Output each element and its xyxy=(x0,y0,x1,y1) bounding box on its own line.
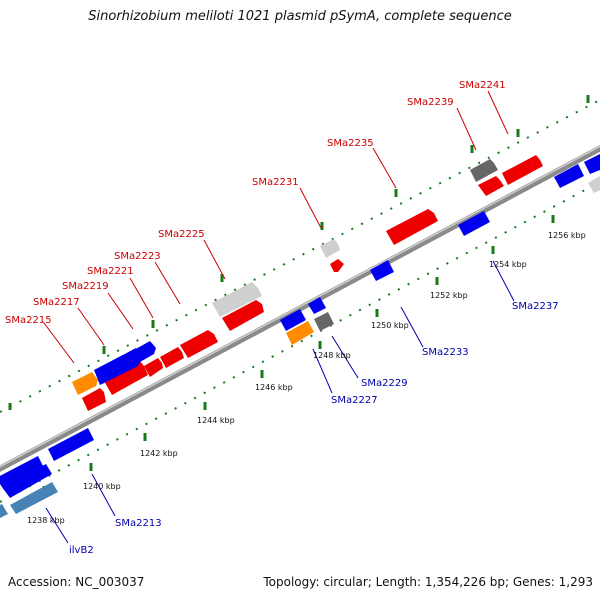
sequence-summary: Topology: circular; Length: 1,354,226 bp… xyxy=(263,575,593,589)
gene-label: SMa2219 xyxy=(62,281,109,292)
gene-arrow xyxy=(470,159,498,182)
upper-major-ticks xyxy=(8,95,590,410)
gene-arrow xyxy=(10,482,58,514)
kbp-label: 1244 kbp xyxy=(197,416,235,425)
forward-genes xyxy=(72,155,600,411)
reverse-gene-labels: ilvB2 SMa2213 SMa2227 SMa2229 SMa2233 SM… xyxy=(69,301,559,556)
kbp-labels: 1238 kbp 1240 kbp 1242 kbp 1244 kbp 1246… xyxy=(27,231,586,525)
sequence-backbone xyxy=(0,144,600,473)
gene-arrow xyxy=(0,504,8,518)
gene-label: SMa2229 xyxy=(361,378,408,389)
kbp-label: 1248 kbp xyxy=(313,351,351,360)
gene-arrow xyxy=(386,209,438,245)
gene-arrow xyxy=(94,348,144,385)
gene-arrow xyxy=(280,309,306,331)
gene-arrow xyxy=(212,282,262,317)
map-title: Sinorhizobium meliloti 1021 plasmid pSym… xyxy=(88,9,512,24)
gene-arrow xyxy=(308,297,326,314)
gene-label: SMa2233 xyxy=(422,347,469,358)
gene-label: SMa2227 xyxy=(331,395,378,406)
kbp-label: 1240 kbp xyxy=(83,482,121,491)
gene-label: SMa2225 xyxy=(158,229,205,240)
gene-label: SMa2215 xyxy=(5,315,52,326)
gene-label: SMa2217 xyxy=(33,297,80,308)
gene-arrow xyxy=(2,464,52,498)
gene-label: SMa2221 xyxy=(87,266,134,277)
gene-arrow xyxy=(104,361,148,395)
gene-label: SMa2241 xyxy=(459,80,506,91)
gene-arrow xyxy=(72,372,98,395)
gene-arrow xyxy=(458,211,490,236)
kbp-label: 1250 kbp xyxy=(371,321,409,330)
gene-label: SMa2235 xyxy=(327,138,374,149)
gene-arrow xyxy=(48,428,94,461)
kbp-label: 1242 kbp xyxy=(140,449,178,458)
gene-arrow xyxy=(478,176,504,196)
gene-arrow xyxy=(222,300,264,331)
gene-arrow xyxy=(0,456,44,490)
reverse-leader-lines xyxy=(45,260,515,544)
reverse-genes xyxy=(0,154,600,518)
gene-arrow xyxy=(554,164,584,188)
gene-arrow xyxy=(82,388,106,411)
kbp-label: 1238 kbp xyxy=(27,516,65,525)
gene-arrow xyxy=(502,155,543,185)
gene-arrow xyxy=(286,321,314,345)
gene-arrow xyxy=(584,154,600,174)
upper-tick-rail xyxy=(0,99,600,413)
lower-tick-rail xyxy=(0,181,600,503)
kbp-label: 1252 kbp xyxy=(430,291,468,300)
gene-arrow xyxy=(320,239,340,258)
gene-label: SMa2223 xyxy=(114,251,161,262)
gene-arrow xyxy=(134,341,156,362)
gene-label: SMa2239 xyxy=(407,97,454,108)
gene-label: SMa2231 xyxy=(252,177,299,188)
gene-label: SMa2213 xyxy=(115,518,162,529)
sequence-backbone-highlight xyxy=(0,145,600,468)
gene-label: SMa2237 xyxy=(512,301,559,312)
kbp-label: 1246 kbp xyxy=(255,383,293,392)
kbp-label: 1256 kbp xyxy=(548,231,586,240)
forward-leader-lines xyxy=(43,90,509,364)
accession-text: Accession: NC_003037 xyxy=(8,575,145,589)
gene-arrow xyxy=(370,260,394,281)
kbp-label: 1254 kbp xyxy=(489,260,527,269)
gene-arrow xyxy=(330,259,344,272)
gene-arrow xyxy=(588,176,600,193)
gene-arrow xyxy=(160,347,184,368)
gene-arrow xyxy=(314,312,334,331)
gene-label: ilvB2 xyxy=(69,545,94,556)
forward-gene-labels: SMa2215 SMa2217 SMa2219 SMa2221 SMa2223 … xyxy=(5,80,506,326)
gene-arrow xyxy=(144,358,163,377)
gene-arrow xyxy=(180,330,218,358)
